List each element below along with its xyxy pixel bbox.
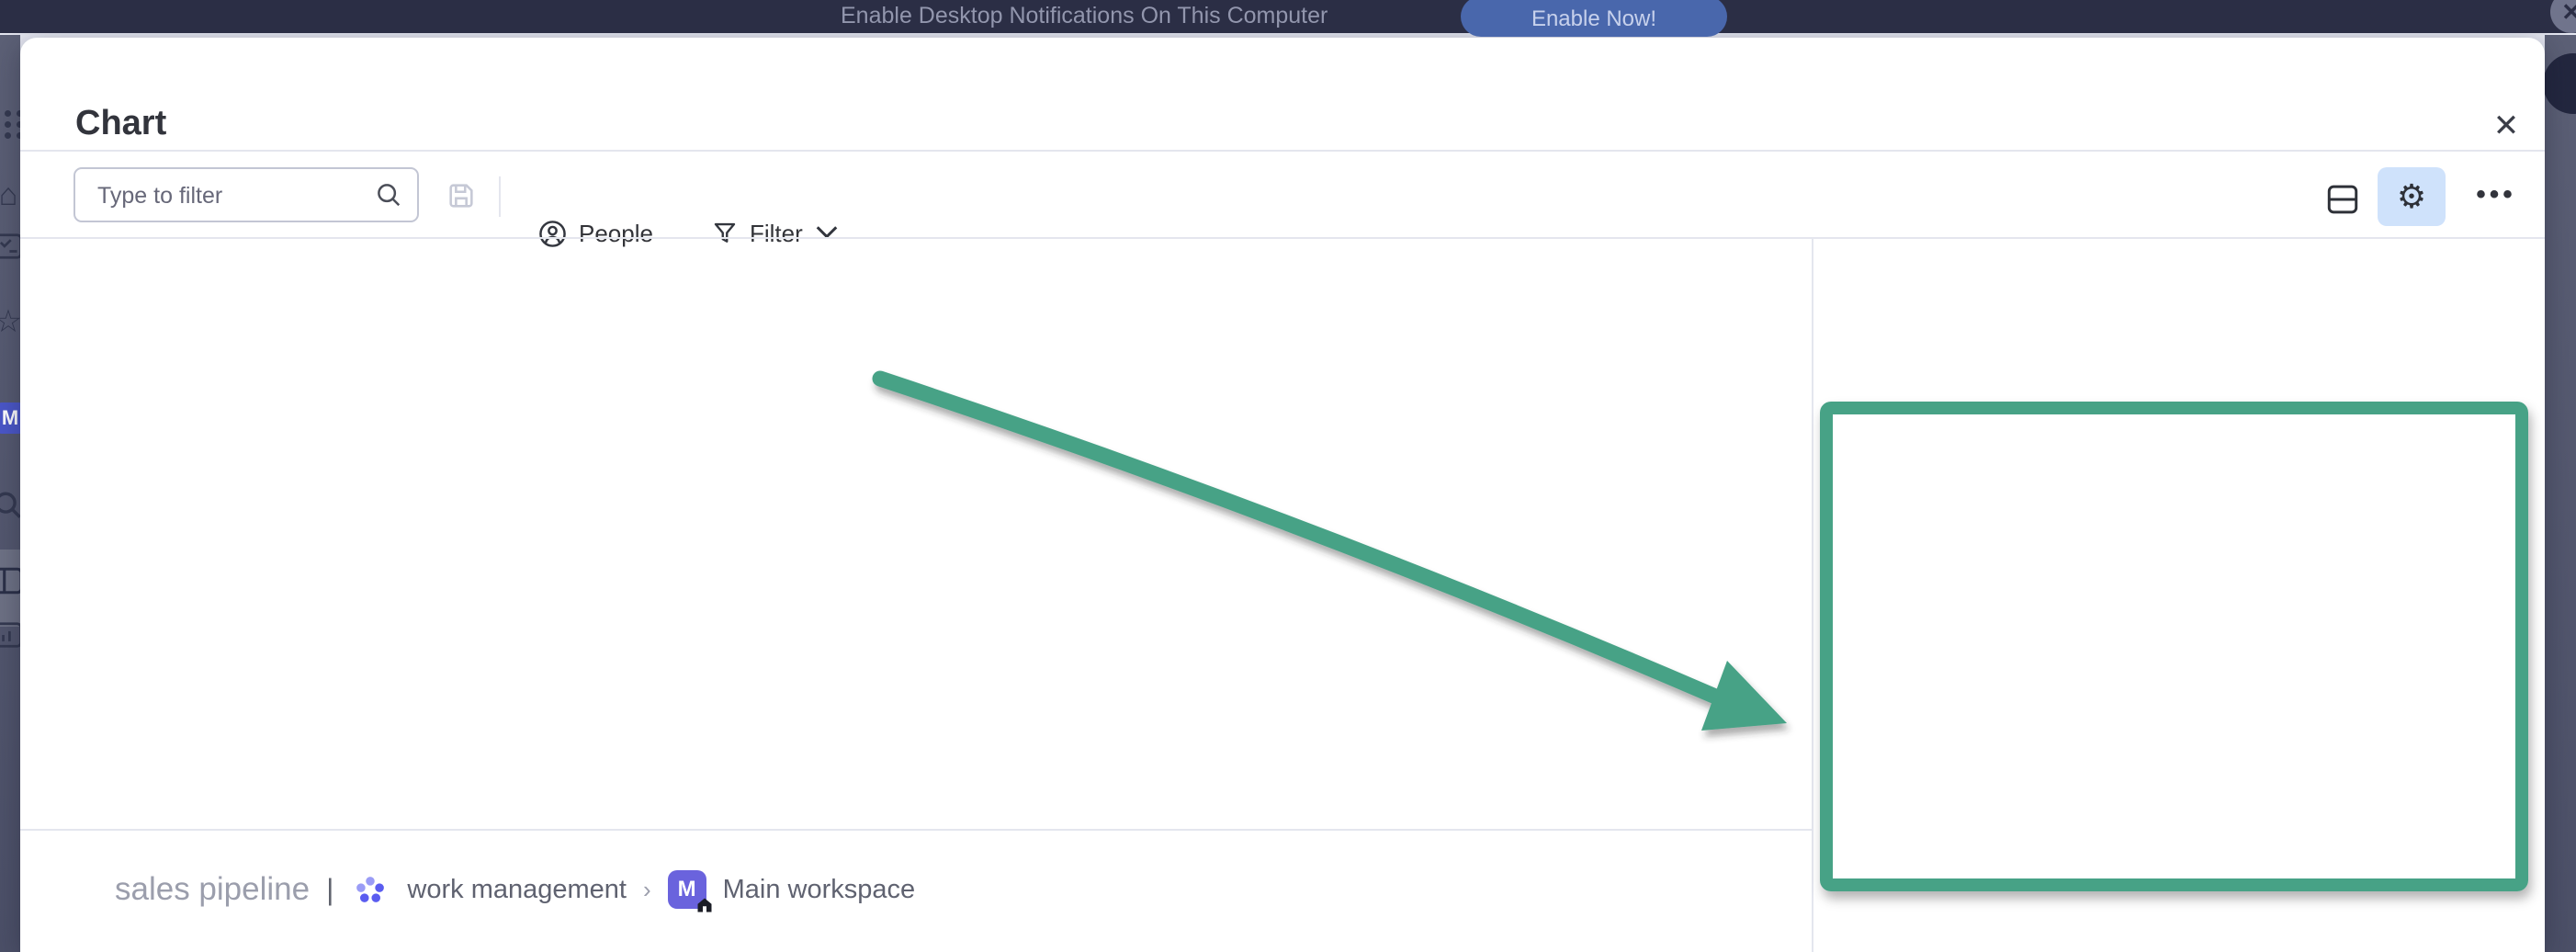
dismiss-notification-button[interactable]: ✕ — [2550, 0, 2576, 33]
split-view-button[interactable] — [2324, 183, 2361, 216]
chart-widget-modal: Chart ✕ People Filter — [20, 38, 2545, 952]
notification-message: Enable Desktop Notifications On This Com… — [841, 3, 1328, 28]
workspace-avatar-initial: M — [677, 877, 696, 901]
breadcrumb-separator: | — [326, 872, 334, 906]
filter-funnel-icon — [711, 220, 739, 247]
house-icon — [695, 896, 714, 914]
breadcrumb-divider — [20, 829, 1812, 831]
notification-bar: Enable Desktop Notifications On This Com… — [0, 0, 2576, 37]
page-title: Chart — [75, 104, 167, 142]
breadcrumb-board-title[interactable]: sales pipeline — [115, 871, 311, 907]
people-button-label: People — [579, 219, 653, 247]
people-button[interactable]: People — [537, 205, 653, 262]
search-sidebar-icon[interactable] — [0, 490, 24, 521]
breadcrumb-chevron-icon: › — [642, 875, 651, 903]
close-icon[interactable]: ✕ — [2492, 108, 2520, 143]
filter-chevron-down-icon — [816, 218, 838, 239]
work-management-logo — [350, 869, 390, 910]
toolbar-divider-bottom — [20, 237, 2545, 239]
enable-now-button[interactable]: Enable Now! — [1461, 0, 1727, 37]
breadcrumb-product[interactable]: work management — [407, 874, 627, 904]
apps-grid-icon[interactable] — [0, 110, 24, 139]
gear-icon: ⚙ — [2396, 177, 2427, 215]
left-sidebar: ⌂ ☆ M — [0, 35, 26, 952]
search-icon — [375, 181, 402, 209]
more-options-button[interactable]: ••• — [2476, 179, 2516, 210]
toolbar-divider — [499, 176, 501, 217]
search-input[interactable] — [96, 173, 366, 219]
filter-search-box — [73, 167, 419, 222]
filter-button-label: Filter — [750, 219, 803, 247]
breadcrumb: sales pipeline | work management › M Mai… — [115, 862, 915, 917]
panel-divider — [1812, 237, 1813, 952]
breadcrumb-workspace[interactable]: Main workspace — [722, 874, 916, 904]
person-icon — [537, 219, 568, 249]
widget-settings-button[interactable]: ⚙ — [2378, 167, 2446, 226]
home-icon[interactable]: ⌂ — [0, 177, 18, 212]
header-divider — [20, 150, 2545, 152]
favorites-star-icon[interactable]: ☆ — [0, 304, 23, 339]
save-icon[interactable] — [446, 180, 477, 211]
filter-button[interactable]: Filter — [711, 205, 838, 262]
workspace-avatar[interactable]: M — [667, 870, 712, 912]
right-backdrop-strip — [2545, 35, 2576, 952]
